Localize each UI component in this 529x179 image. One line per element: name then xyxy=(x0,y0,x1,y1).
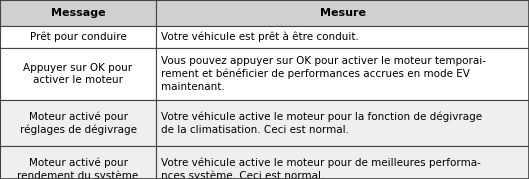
Bar xyxy=(0,100,156,146)
Text: Vous pouvez appuyer sur OK pour activer le moteur temporai-
rement et bénéficier: Vous pouvez appuyer sur OK pour activer … xyxy=(161,56,486,92)
Bar xyxy=(156,146,529,179)
Bar xyxy=(0,26,156,48)
Bar xyxy=(156,100,529,146)
Bar xyxy=(0,0,156,26)
Bar xyxy=(156,0,529,26)
Text: Moteur activé pour
réglages de dégivrage: Moteur activé pour réglages de dégivrage xyxy=(20,111,136,135)
Bar xyxy=(156,48,529,100)
Text: Moteur activé pour
rendement du système: Moteur activé pour rendement du système xyxy=(17,157,139,179)
Text: Votre véhicule active le moteur pour de meilleures performa-
nces système. Ceci : Votre véhicule active le moteur pour de … xyxy=(161,157,481,179)
Text: Appuyer sur OK pour
activer le moteur: Appuyer sur OK pour activer le moteur xyxy=(23,63,133,85)
Bar xyxy=(156,26,529,48)
Bar xyxy=(0,48,156,100)
Text: Votre véhicule active le moteur pour la fonction de dégivrage
de la climatisatio: Votre véhicule active le moteur pour la … xyxy=(161,111,482,135)
Text: Message: Message xyxy=(51,8,105,18)
Text: Prêt pour conduire: Prêt pour conduire xyxy=(30,32,126,42)
Text: Mesure: Mesure xyxy=(320,8,366,18)
Text: Votre véhicule est prêt à être conduit.: Votre véhicule est prêt à être conduit. xyxy=(161,32,359,42)
Bar xyxy=(0,146,156,179)
